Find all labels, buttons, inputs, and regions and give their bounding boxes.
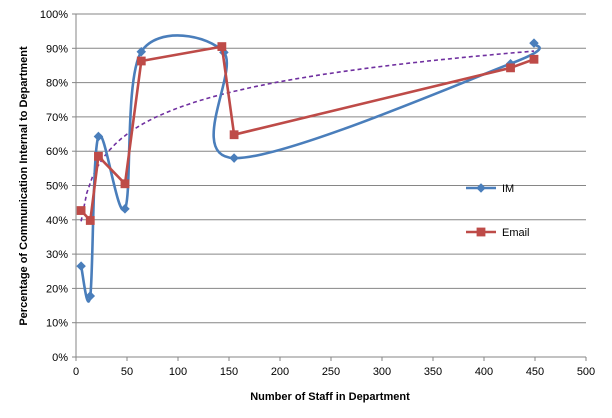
x-tick-label: 50 (121, 366, 133, 378)
y-tick-labels: 0% 10% 20% 30% 40% 50% 60% 70% 80% 90% 100% (40, 9, 68, 364)
y-tick-label: 70% (46, 112, 68, 124)
legend-item-im: IM (466, 183, 514, 195)
point-email (229, 130, 239, 140)
trendline (80, 50, 535, 222)
legend-swatch-marker (476, 227, 486, 237)
y-tick-label: 30% (46, 249, 68, 261)
y-axis-title: Percentage of Communication Internal to … (18, 46, 30, 326)
point-email (76, 206, 86, 215)
point-im (120, 204, 130, 214)
trendline-path (80, 50, 535, 222)
point-im (76, 261, 86, 271)
y-tick-label: 10% (46, 318, 68, 330)
legend-label: IM (502, 183, 514, 195)
y-tick-label: 20% (46, 283, 68, 295)
y-tick-label: 80% (46, 78, 68, 90)
point-email (94, 151, 103, 161)
x-axis-title: Number of Staff in Department (250, 391, 410, 403)
axes (72, 13, 587, 361)
legend-swatch-marker (476, 183, 486, 193)
point-im (529, 38, 539, 48)
x-tick-label: 450 (526, 366, 544, 378)
y-tick-label: 0% (52, 352, 68, 364)
legend-item-email: Email (466, 227, 530, 239)
point-im (85, 291, 96, 301)
point-email (506, 63, 515, 73)
x-tick-labels: 0 50 100 150 200 250 300 350 400 450 500 (73, 366, 595, 378)
point-im (229, 153, 239, 163)
gridlines (76, 13, 586, 324)
x-tick-label: 400 (475, 366, 493, 378)
point-im (93, 131, 104, 142)
x-tick-label: 100 (169, 366, 187, 378)
x-tick-label: 0 (73, 366, 79, 378)
x-tick-label: 200 (271, 366, 289, 378)
legend: IM Email (466, 183, 530, 239)
point-email (120, 179, 130, 189)
y-tick-label: 60% (46, 146, 68, 158)
series-line-im (79, 34, 541, 303)
x-tick-label: 500 (577, 366, 595, 378)
legend-label: Email (502, 227, 530, 239)
point-email (529, 54, 539, 64)
y-tick-label: 90% (46, 43, 68, 55)
point-email (85, 216, 95, 225)
x-tick-label: 300 (373, 366, 391, 378)
point-email (217, 42, 227, 51)
x-tick-label: 150 (220, 366, 238, 378)
point-email (136, 56, 146, 66)
y-tick-label: 40% (46, 215, 68, 227)
series-group (76, 34, 541, 303)
series-line-email (80, 45, 535, 222)
y-tick-label: 100% (40, 9, 68, 21)
series-im (76, 34, 541, 303)
x-tick-label: 250 (322, 366, 340, 378)
point-im (136, 46, 147, 57)
series-email (76, 42, 539, 225)
y-tick-label: 50% (46, 181, 68, 193)
x-tick-label: 350 (424, 366, 442, 378)
